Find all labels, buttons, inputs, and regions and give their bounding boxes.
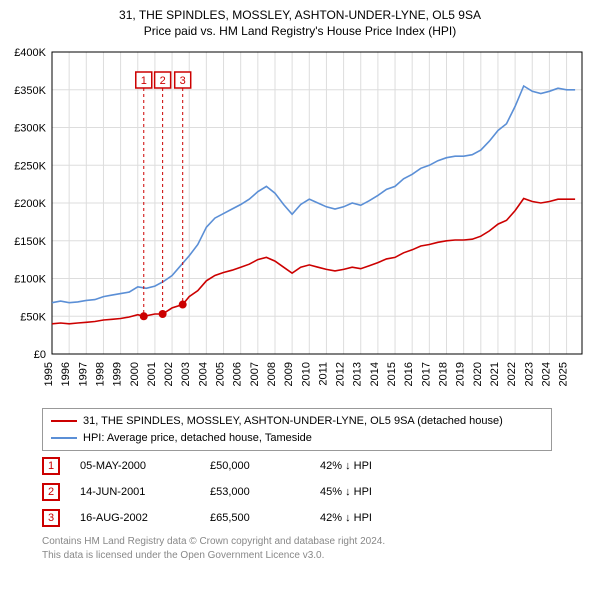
svg-text:2022: 2022 <box>506 362 518 386</box>
transaction-price: £65,500 <box>210 512 300 524</box>
title-subtitle: Price paid vs. HM Land Registry's House … <box>8 24 592 38</box>
transaction-marker-icon: 1 <box>42 457 60 475</box>
legend-item-hpi: HPI: Average price, detached house, Tame… <box>51 430 543 447</box>
title-block: 31, THE SPINDLES, MOSSLEY, ASHTON-UNDER-… <box>8 8 592 38</box>
transaction-row: 1 05-MAY-2000 £50,000 42% ↓ HPI <box>42 457 552 475</box>
svg-text:2010: 2010 <box>300 362 312 386</box>
svg-text:£400K: £400K <box>14 47 46 59</box>
svg-text:2015: 2015 <box>386 362 398 386</box>
svg-text:2006: 2006 <box>232 362 244 386</box>
transaction-row: 2 14-JUN-2001 £53,000 45% ↓ HPI <box>42 483 552 501</box>
chart-svg: £0 £50K £100K £150K £200K £250K £300K £350K £400… <box>8 44 592 402</box>
svg-text:2002: 2002 <box>163 362 175 386</box>
svg-text:2000: 2000 <box>129 362 141 386</box>
transaction-date: 05-MAY-2000 <box>80 460 190 472</box>
svg-text:2019: 2019 <box>455 362 467 386</box>
transactions-table: 1 05-MAY-2000 £50,000 42% ↓ HPI 2 14-JUN… <box>42 457 552 527</box>
svg-text:2003: 2003 <box>180 362 192 386</box>
svg-text:2021: 2021 <box>489 362 501 386</box>
transaction-row: 3 16-AUG-2002 £65,500 42% ↓ HPI <box>42 509 552 527</box>
chart-container: 31, THE SPINDLES, MOSSLEY, ASHTON-UNDER-… <box>8 8 592 563</box>
legend-swatch-hpi <box>51 437 77 439</box>
svg-text:1995: 1995 <box>43 362 55 386</box>
svg-text:2009: 2009 <box>283 362 295 386</box>
svg-text:£0: £0 <box>34 349 46 361</box>
svg-text:2004: 2004 <box>197 362 209 386</box>
svg-text:2014: 2014 <box>369 362 381 386</box>
transaction-date: 16-AUG-2002 <box>80 512 190 524</box>
svg-text:2012: 2012 <box>335 362 347 386</box>
transaction-price: £53,000 <box>210 486 300 498</box>
transaction-price: £50,000 <box>210 460 300 472</box>
svg-text:2023: 2023 <box>523 362 535 386</box>
svg-text:2011: 2011 <box>317 362 329 386</box>
footer-line2: This data is licensed under the Open Gov… <box>42 549 552 563</box>
svg-text:3: 3 <box>180 75 186 87</box>
svg-text:£250K: £250K <box>14 160 46 172</box>
transaction-hpi: 45% ↓ HPI <box>320 486 420 498</box>
svg-text:£200K: £200K <box>14 198 46 210</box>
legend-swatch-property <box>51 420 77 422</box>
legend-box: 31, THE SPINDLES, MOSSLEY, ASHTON-UNDER-… <box>42 408 552 451</box>
svg-text:2016: 2016 <box>403 362 415 386</box>
footer-attribution: Contains HM Land Registry data © Crown c… <box>42 535 552 563</box>
svg-text:1: 1 <box>141 75 147 87</box>
svg-text:2: 2 <box>160 75 166 87</box>
svg-text:2007: 2007 <box>249 362 261 386</box>
svg-text:2020: 2020 <box>472 362 484 386</box>
transaction-hpi: 42% ↓ HPI <box>320 460 420 472</box>
transaction-hpi: 42% ↓ HPI <box>320 512 420 524</box>
svg-text:1997: 1997 <box>77 362 89 386</box>
svg-text:2013: 2013 <box>352 362 364 386</box>
svg-text:2025: 2025 <box>558 362 570 386</box>
footer-line1: Contains HM Land Registry data © Crown c… <box>42 535 552 549</box>
plot-area: £0 £50K £100K £150K £200K £250K £300K £350K £400… <box>8 44 592 402</box>
svg-text:£150K: £150K <box>14 236 46 248</box>
transaction-marker-icon: 2 <box>42 483 60 501</box>
svg-text:£300K: £300K <box>14 123 46 135</box>
svg-text:1996: 1996 <box>60 362 72 386</box>
transaction-marker-icon: 3 <box>42 509 60 527</box>
transaction-date: 14-JUN-2001 <box>80 486 190 498</box>
svg-text:£350K: £350K <box>14 85 46 97</box>
svg-text:1998: 1998 <box>94 362 106 386</box>
svg-text:2008: 2008 <box>266 362 278 386</box>
svg-text:£100K: £100K <box>14 274 46 286</box>
svg-text:2017: 2017 <box>420 362 432 386</box>
title-address: 31, THE SPINDLES, MOSSLEY, ASHTON-UNDER-… <box>8 8 592 22</box>
svg-text:1999: 1999 <box>112 362 124 386</box>
svg-text:2005: 2005 <box>215 362 227 386</box>
legend-item-property: 31, THE SPINDLES, MOSSLEY, ASHTON-UNDER-… <box>51 413 543 430</box>
svg-text:2001: 2001 <box>146 362 158 386</box>
svg-text:2024: 2024 <box>540 362 552 386</box>
svg-text:2018: 2018 <box>437 362 449 386</box>
legend-label-property: 31, THE SPINDLES, MOSSLEY, ASHTON-UNDER-… <box>83 413 503 430</box>
svg-text:£50K: £50K <box>20 311 46 323</box>
legend-label-hpi: HPI: Average price, detached house, Tame… <box>83 430 312 447</box>
